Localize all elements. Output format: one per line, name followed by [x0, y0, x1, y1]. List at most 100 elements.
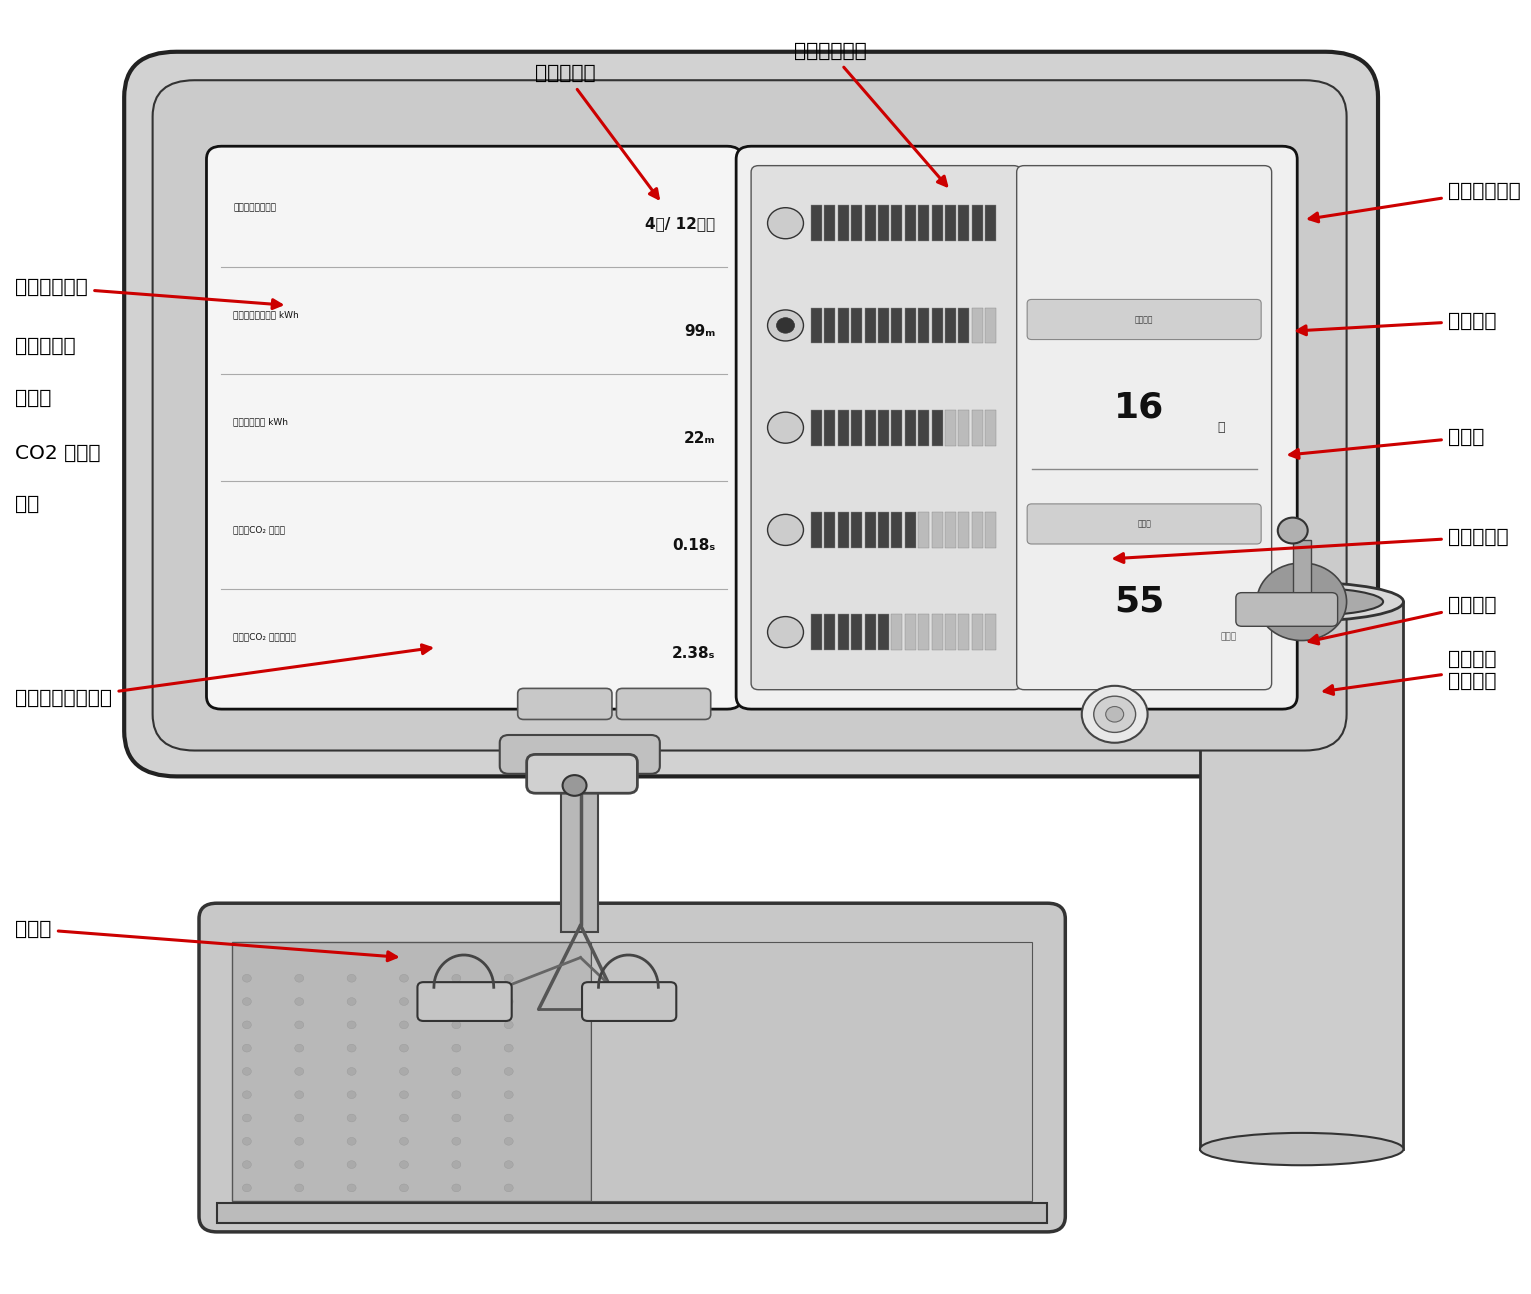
- Circle shape: [295, 1091, 303, 1099]
- Circle shape: [504, 1068, 513, 1075]
- Bar: [865, 615, 876, 650]
- Text: 発電ゲージ: 発電ゲージ: [536, 65, 658, 198]
- FancyBboxPatch shape: [207, 146, 743, 709]
- FancyBboxPatch shape: [1017, 166, 1272, 690]
- Bar: [865, 410, 876, 445]
- Bar: [877, 410, 890, 445]
- Circle shape: [452, 1044, 461, 1052]
- Text: 本日の最大発電量 kWh: 本日の最大発電量 kWh: [233, 311, 299, 320]
- Bar: [811, 410, 822, 445]
- Circle shape: [1082, 686, 1148, 743]
- Bar: [891, 615, 902, 650]
- Circle shape: [452, 1068, 461, 1075]
- Text: 発電量: 発電量: [15, 389, 52, 408]
- Circle shape: [295, 1161, 303, 1168]
- Ellipse shape: [1200, 1134, 1404, 1165]
- Text: スピーカー: スピーカー: [1115, 528, 1510, 563]
- Text: 22ₘ: 22ₘ: [683, 431, 715, 446]
- Bar: [222, 721, 1179, 753]
- Ellipse shape: [1200, 582, 1404, 621]
- Bar: [945, 410, 955, 445]
- Circle shape: [295, 1021, 303, 1029]
- Text: 0.18ₛ: 0.18ₛ: [672, 538, 715, 554]
- Bar: [919, 512, 929, 547]
- Circle shape: [776, 317, 795, 333]
- Bar: [931, 206, 943, 241]
- FancyBboxPatch shape: [1236, 593, 1338, 626]
- Circle shape: [400, 1021, 409, 1029]
- Text: ［結果表示］: ［結果表示］: [15, 278, 282, 308]
- Text: 残り時間: 残り時間: [1297, 312, 1497, 335]
- Bar: [877, 615, 890, 650]
- FancyBboxPatch shape: [1027, 503, 1262, 543]
- Circle shape: [504, 1161, 513, 1168]
- Circle shape: [400, 1161, 409, 1168]
- Text: など: など: [15, 496, 40, 514]
- Circle shape: [242, 1068, 251, 1075]
- Circle shape: [504, 1184, 513, 1192]
- Text: スタートスイッチ: スタートスイッチ: [15, 644, 430, 708]
- FancyBboxPatch shape: [752, 166, 1021, 690]
- Circle shape: [400, 1114, 409, 1122]
- Bar: [560, 744, 599, 932]
- Circle shape: [242, 1161, 251, 1168]
- Bar: [891, 206, 902, 241]
- Bar: [851, 206, 862, 241]
- Text: 今日の発電量 kWh: 今日の発電量 kWh: [233, 418, 288, 427]
- Bar: [1200, 602, 1404, 1149]
- Bar: [984, 512, 997, 547]
- Circle shape: [400, 1137, 409, 1145]
- Circle shape: [1093, 696, 1136, 732]
- Circle shape: [767, 514, 804, 546]
- FancyBboxPatch shape: [418, 982, 511, 1021]
- Bar: [945, 206, 955, 241]
- Text: CO2 削減量: CO2 削減量: [15, 444, 101, 462]
- Bar: [919, 615, 929, 650]
- Circle shape: [504, 974, 513, 982]
- Circle shape: [504, 998, 513, 1005]
- Text: 55: 55: [1115, 585, 1165, 619]
- Bar: [919, 410, 929, 445]
- Circle shape: [400, 1091, 409, 1099]
- Circle shape: [242, 1021, 251, 1029]
- Bar: [837, 512, 848, 547]
- Bar: [984, 206, 997, 241]
- Bar: [958, 512, 969, 547]
- Text: 秒: 秒: [1217, 421, 1225, 435]
- Bar: [945, 615, 955, 650]
- Bar: [945, 512, 955, 547]
- FancyBboxPatch shape: [617, 688, 710, 719]
- Bar: [865, 308, 876, 343]
- Circle shape: [242, 1044, 251, 1052]
- Circle shape: [504, 1137, 513, 1145]
- Circle shape: [295, 974, 303, 982]
- Bar: [1292, 540, 1311, 602]
- Bar: [919, 206, 929, 241]
- Circle shape: [348, 998, 357, 1005]
- Bar: [837, 206, 848, 241]
- Circle shape: [452, 998, 461, 1005]
- Text: 発電量: 発電量: [1138, 519, 1151, 528]
- Circle shape: [242, 1184, 251, 1192]
- FancyBboxPatch shape: [153, 80, 1347, 751]
- Bar: [851, 615, 862, 650]
- Bar: [905, 308, 916, 343]
- Bar: [891, 308, 902, 343]
- Circle shape: [400, 998, 409, 1005]
- Text: 本日のランキング: 本日のランキング: [233, 203, 277, 212]
- Bar: [824, 410, 836, 445]
- Bar: [824, 512, 836, 547]
- FancyBboxPatch shape: [527, 754, 637, 793]
- Circle shape: [348, 1161, 357, 1168]
- Circle shape: [295, 1114, 303, 1122]
- Text: 16: 16: [1115, 391, 1165, 424]
- Bar: [865, 206, 876, 241]
- Circle shape: [452, 1114, 461, 1122]
- Circle shape: [504, 1114, 513, 1122]
- Circle shape: [400, 1068, 409, 1075]
- Bar: [891, 512, 902, 547]
- Bar: [811, 512, 822, 547]
- Circle shape: [452, 1021, 461, 1029]
- Circle shape: [767, 309, 804, 340]
- Circle shape: [242, 974, 251, 982]
